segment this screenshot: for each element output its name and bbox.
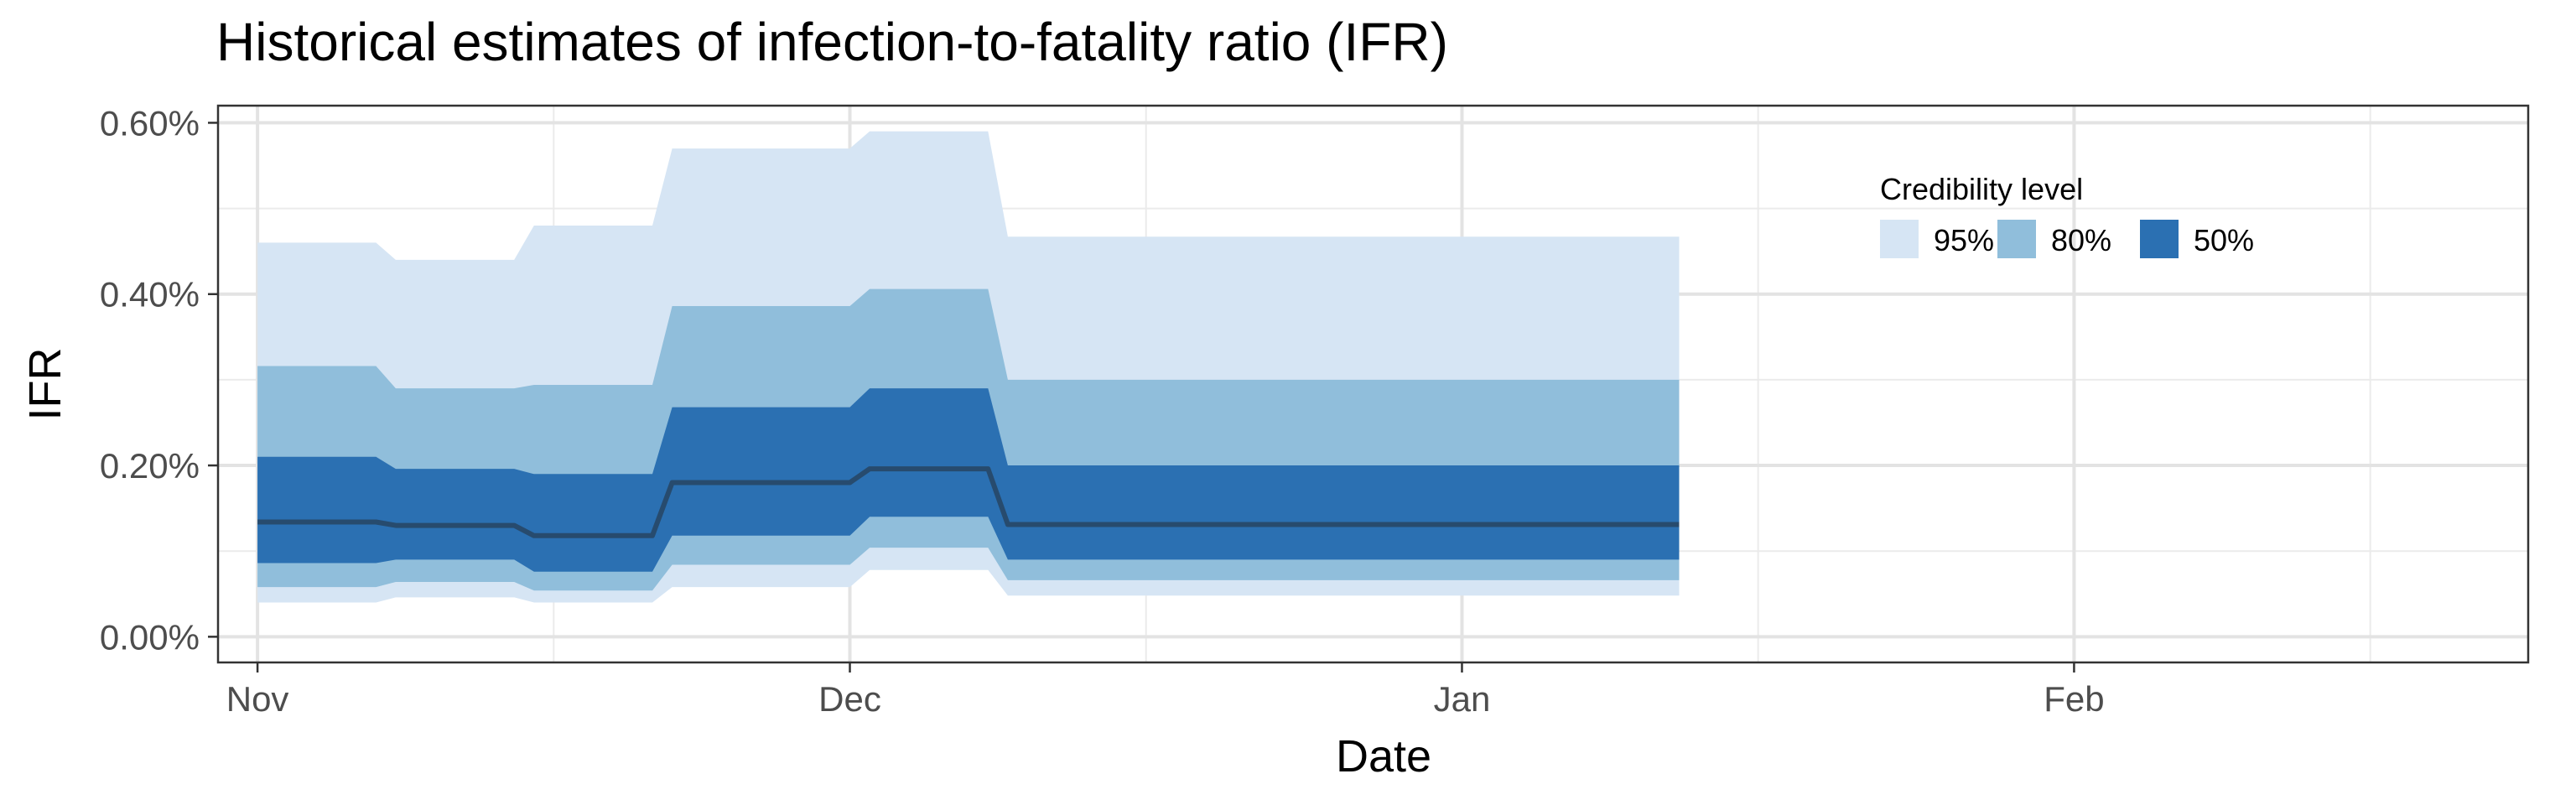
x-axis-title: Date [1336, 731, 1431, 782]
y-tick-label: 0.00% [100, 617, 200, 657]
y-tick-label: 0.60% [100, 103, 200, 143]
y-tick-label: 0.40% [100, 275, 200, 314]
x-tick-label: Feb [2044, 679, 2104, 719]
legend-key-95pct [1880, 220, 1919, 258]
median-series [257, 466, 1680, 538]
legend: Credibility level 95% 80% 50% [1880, 172, 2254, 258]
legend-label: 95% [1934, 223, 1994, 257]
chart-title: Historical estimates of infection-to-fat… [216, 12, 1448, 72]
y-tick-label: 0.20% [100, 446, 200, 486]
median-line [257, 466, 1680, 538]
x-tick-label: Jan [1434, 679, 1491, 719]
axes: 0.00% 0.20% 0.40% 0.60% Nov Dec Jan Feb [100, 103, 2105, 719]
legend-key-50pct [2140, 220, 2179, 258]
x-tick-label: Dec [818, 679, 881, 719]
legend-key-80pct [1997, 220, 2036, 258]
legend-title: Credibility level [1880, 172, 2083, 206]
y-axis-title: IFR [20, 348, 70, 421]
x-tick-label: Nov [226, 679, 289, 719]
plot-border [216, 104, 2530, 664]
legend-label: 80% [2051, 223, 2111, 257]
legend-label: 50% [2194, 223, 2254, 257]
